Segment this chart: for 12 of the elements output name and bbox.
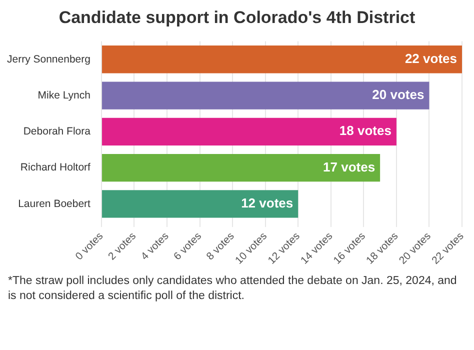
data-label: 18 votes xyxy=(339,123,392,138)
y-tick-label: Mike Lynch xyxy=(38,89,91,102)
y-tick-label: Jerry Sonnenberg xyxy=(7,53,91,66)
y-tick-label: Deborah Flora xyxy=(23,126,91,138)
data-label: 22 votes xyxy=(404,50,457,66)
data-label: 20 votes xyxy=(372,87,424,102)
data-label: 12 votes xyxy=(241,196,294,211)
text: *The straw poll includes only candidates who attended the debate on Jan. 25, 2024, and is not considered a scientific poll of the district. xyxy=(8,274,458,304)
y-tick-label: Richard Holtorf xyxy=(20,162,91,174)
chart-title: Candidate support in Colorado's 4th District xyxy=(58,7,416,29)
data-label: 17 votes xyxy=(323,159,376,174)
y-tick-label: Lauren Boebert xyxy=(18,198,91,210)
